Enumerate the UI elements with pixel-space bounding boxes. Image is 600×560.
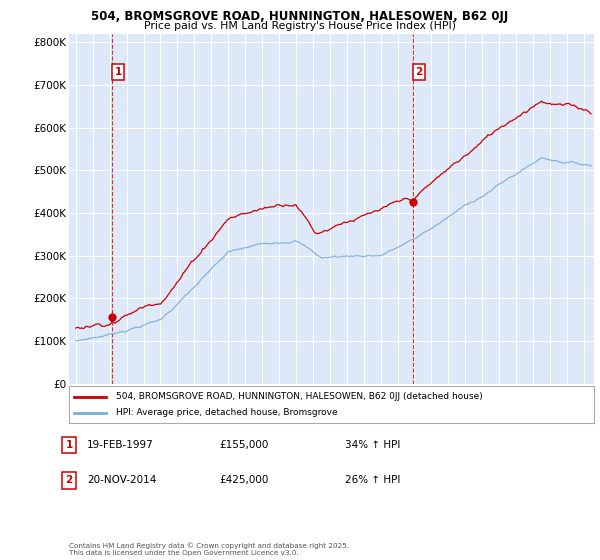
Text: 504, BROMSGROVE ROAD, HUNNINGTON, HALESOWEN, B62 0JJ (detached house): 504, BROMSGROVE ROAD, HUNNINGTON, HALESO… — [116, 392, 483, 401]
Text: 2: 2 — [65, 475, 73, 486]
Text: 504, BROMSGROVE ROAD, HUNNINGTON, HALESOWEN, B62 0JJ: 504, BROMSGROVE ROAD, HUNNINGTON, HALESO… — [91, 10, 509, 22]
Text: 1: 1 — [115, 67, 122, 77]
Text: 34% ↑ HPI: 34% ↑ HPI — [345, 440, 400, 450]
Text: 1: 1 — [65, 440, 73, 450]
Text: Price paid vs. HM Land Registry's House Price Index (HPI): Price paid vs. HM Land Registry's House … — [144, 21, 456, 31]
Text: 2: 2 — [415, 67, 422, 77]
Text: £155,000: £155,000 — [219, 440, 268, 450]
Text: 26% ↑ HPI: 26% ↑ HPI — [345, 475, 400, 486]
Text: £425,000: £425,000 — [219, 475, 268, 486]
Text: 20-NOV-2014: 20-NOV-2014 — [87, 475, 157, 486]
Text: 19-FEB-1997: 19-FEB-1997 — [87, 440, 154, 450]
Text: HPI: Average price, detached house, Bromsgrove: HPI: Average price, detached house, Brom… — [116, 408, 338, 417]
Text: Contains HM Land Registry data © Crown copyright and database right 2025.
This d: Contains HM Land Registry data © Crown c… — [69, 542, 349, 556]
